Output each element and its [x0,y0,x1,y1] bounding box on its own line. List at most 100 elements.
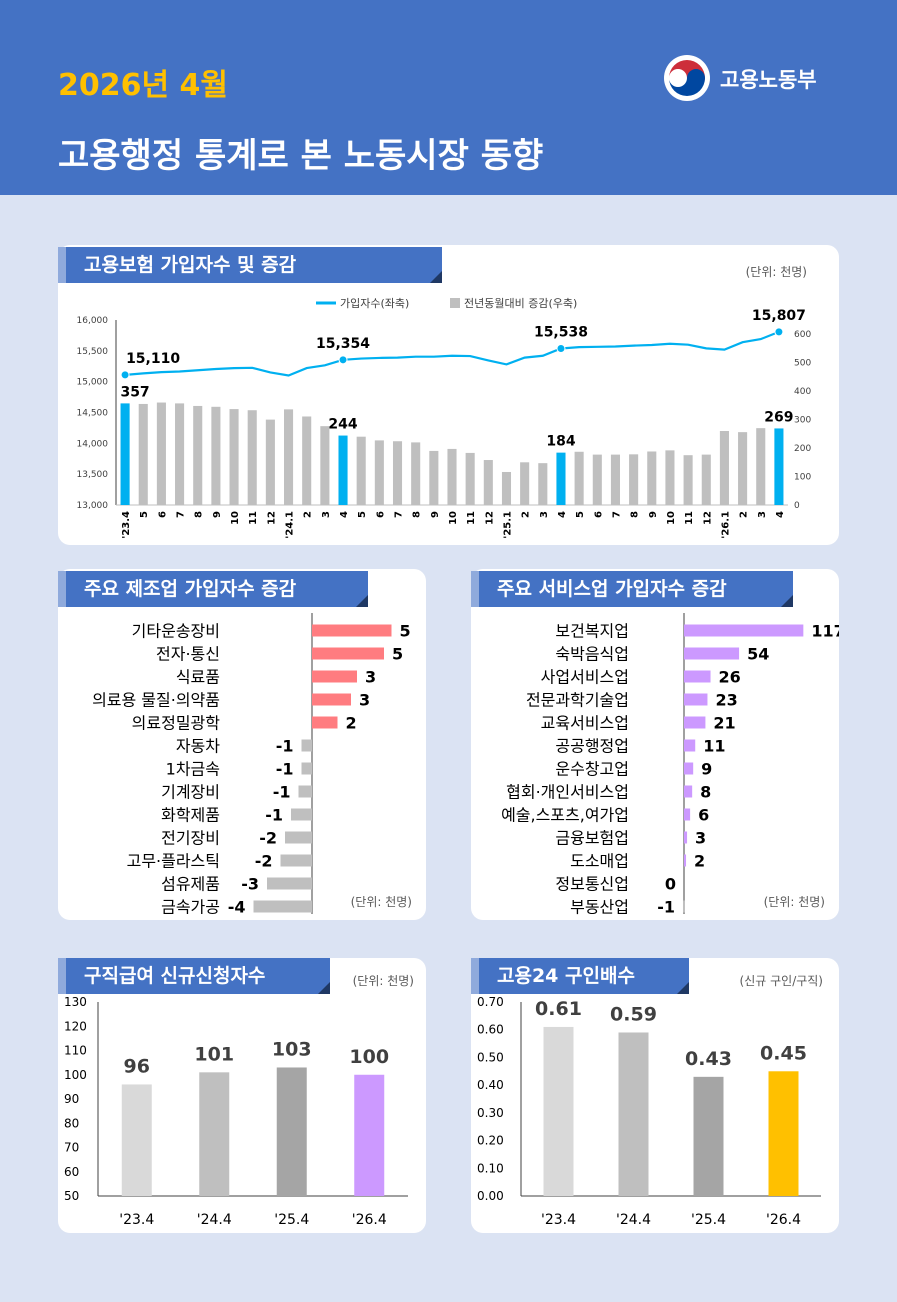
category-label: '24.1 [285,511,296,539]
y-left-tick: 14,500 [77,409,109,419]
category-name: 자동차 [176,737,220,756]
category-label: '26.4 [352,1212,387,1228]
y-left-tick: 13,500 [77,470,109,480]
value-bar [276,1067,307,1196]
change-bar [356,436,366,505]
jobseekers-unit: (단위: 천명) [352,974,414,988]
manufacturing-unit: (단위: 천명) [350,895,412,909]
change-label: 269 [764,409,793,425]
y-tick: 110 [64,1044,87,1058]
category-name: 고무·플라스틱 [127,852,220,871]
category-bar [682,900,685,913]
category-label: 2 [521,511,532,518]
insurance-chart: 가입자수(좌축) 전년동월대비 증감(우축) 13,000 13,500 14,000 1… [77,297,812,539]
category-value: 11 [703,737,725,756]
insurance-title: 고용보험 가입자수 및 증감 [58,247,442,283]
y-right-tick: 400 [794,387,811,397]
category-name: 부동산업 [570,898,629,917]
y-right-tick: 200 [794,444,811,454]
category-name: 전기장비 [161,829,220,848]
category-bar [684,647,740,660]
y-right-tick: 500 [794,359,811,369]
change-bar [429,450,439,505]
change-bar [447,448,457,505]
category-bar [298,785,312,798]
category-label: '24.4 [197,1212,232,1228]
category-label: 9 [212,511,223,518]
category-label: 4 [339,511,350,518]
y-tick: 120 [64,1019,87,1033]
change-bar [120,403,130,505]
change-bar [501,471,512,505]
y-tick: 90 [64,1092,79,1106]
page-title: 고용행정 통계로 본 노동시장 동향 [58,136,544,176]
category-value: 3 [359,691,370,710]
category-label: 8 [412,511,423,518]
change-label: 357 [120,384,149,400]
change-bar [683,455,693,505]
change-bar [138,403,148,505]
category-name: 보건복지업 [555,622,629,641]
subscribers-point [338,355,348,365]
change-bar [284,409,294,505]
category-name: 공공행정업 [555,737,629,756]
category-value: 9 [701,760,712,779]
change-bar [774,428,784,505]
change-bar [211,406,221,505]
subscribers-line [124,330,780,377]
y-right-tick: 300 [794,416,811,426]
category-label: 5 [139,511,150,518]
change-bar [320,426,330,505]
category-label: '25.1 [502,511,513,539]
header-banner: 2026년 4월 고용행정 통계로 본 노동시장 동향 고용노동부 [0,0,897,195]
work24-chart: 0.00 0.10 0.20 0.30 0.40 0.50 0.60 0.70 0.61 '23.… [477,995,821,1228]
category-value: 117 [811,622,839,641]
category-label: 9 [430,511,441,518]
category-value: 21 [713,714,735,733]
change-bar [610,454,620,505]
y-right-tick: 0 [794,501,800,511]
y-left-tick: 15,000 [77,378,109,388]
category-name: 교육서비스업 [541,714,629,733]
category-name: 도소매업 [570,852,629,871]
legend-subscribers: 가입자수(좌축) [340,297,409,310]
y-tick: 50 [64,1189,79,1203]
category-bar [684,670,711,683]
subscribers-label: 15,807 [752,308,806,324]
category-bar [684,693,708,706]
y-left-tick: 15,500 [77,347,109,357]
manufacturing-title: 주요 제조업 가입자수 증감 [58,571,368,607]
category-label: '26.1 [720,511,731,539]
change-label: 244 [328,417,357,433]
change-bar [302,416,312,505]
y-tick: 0.70 [477,995,504,1009]
category-bar [267,877,312,890]
y-left-tick: 14,000 [77,439,109,449]
category-value: 2 [694,852,705,871]
y-tick: 60 [64,1165,79,1179]
y-left-tick: 13,000 [77,501,109,511]
category-value: -1 [273,783,291,802]
category-label: 10 [230,511,241,525]
category-label: 3 [539,511,550,518]
change-bar [574,451,584,505]
category-bar [684,739,696,752]
category-label: 6 [375,511,386,518]
work24-unit: (신규 구인/구직) [739,974,823,988]
value-label: 0.61 [535,998,582,1020]
insurance-card: 고용보험 가입자수 및 증감 (단위: 천명) 가입자수(좌축) 전년동월대비 증… [58,245,839,545]
category-label: 12 [484,511,495,525]
category-value: -1 [657,898,675,917]
category-name: 사업서비스업 [541,668,629,687]
value-bar [354,1074,385,1196]
change-bar [411,442,421,505]
category-value: 8 [700,783,711,802]
category-name: 의료정밀광학 [132,714,221,733]
category-value: 0 [665,875,676,894]
category-bar [684,762,694,775]
ministry-emblem-icon [664,55,710,101]
subscribers-point [556,343,566,353]
category-bar [312,624,392,637]
category-bar [285,831,312,844]
value-label: 0.59 [610,1003,657,1025]
